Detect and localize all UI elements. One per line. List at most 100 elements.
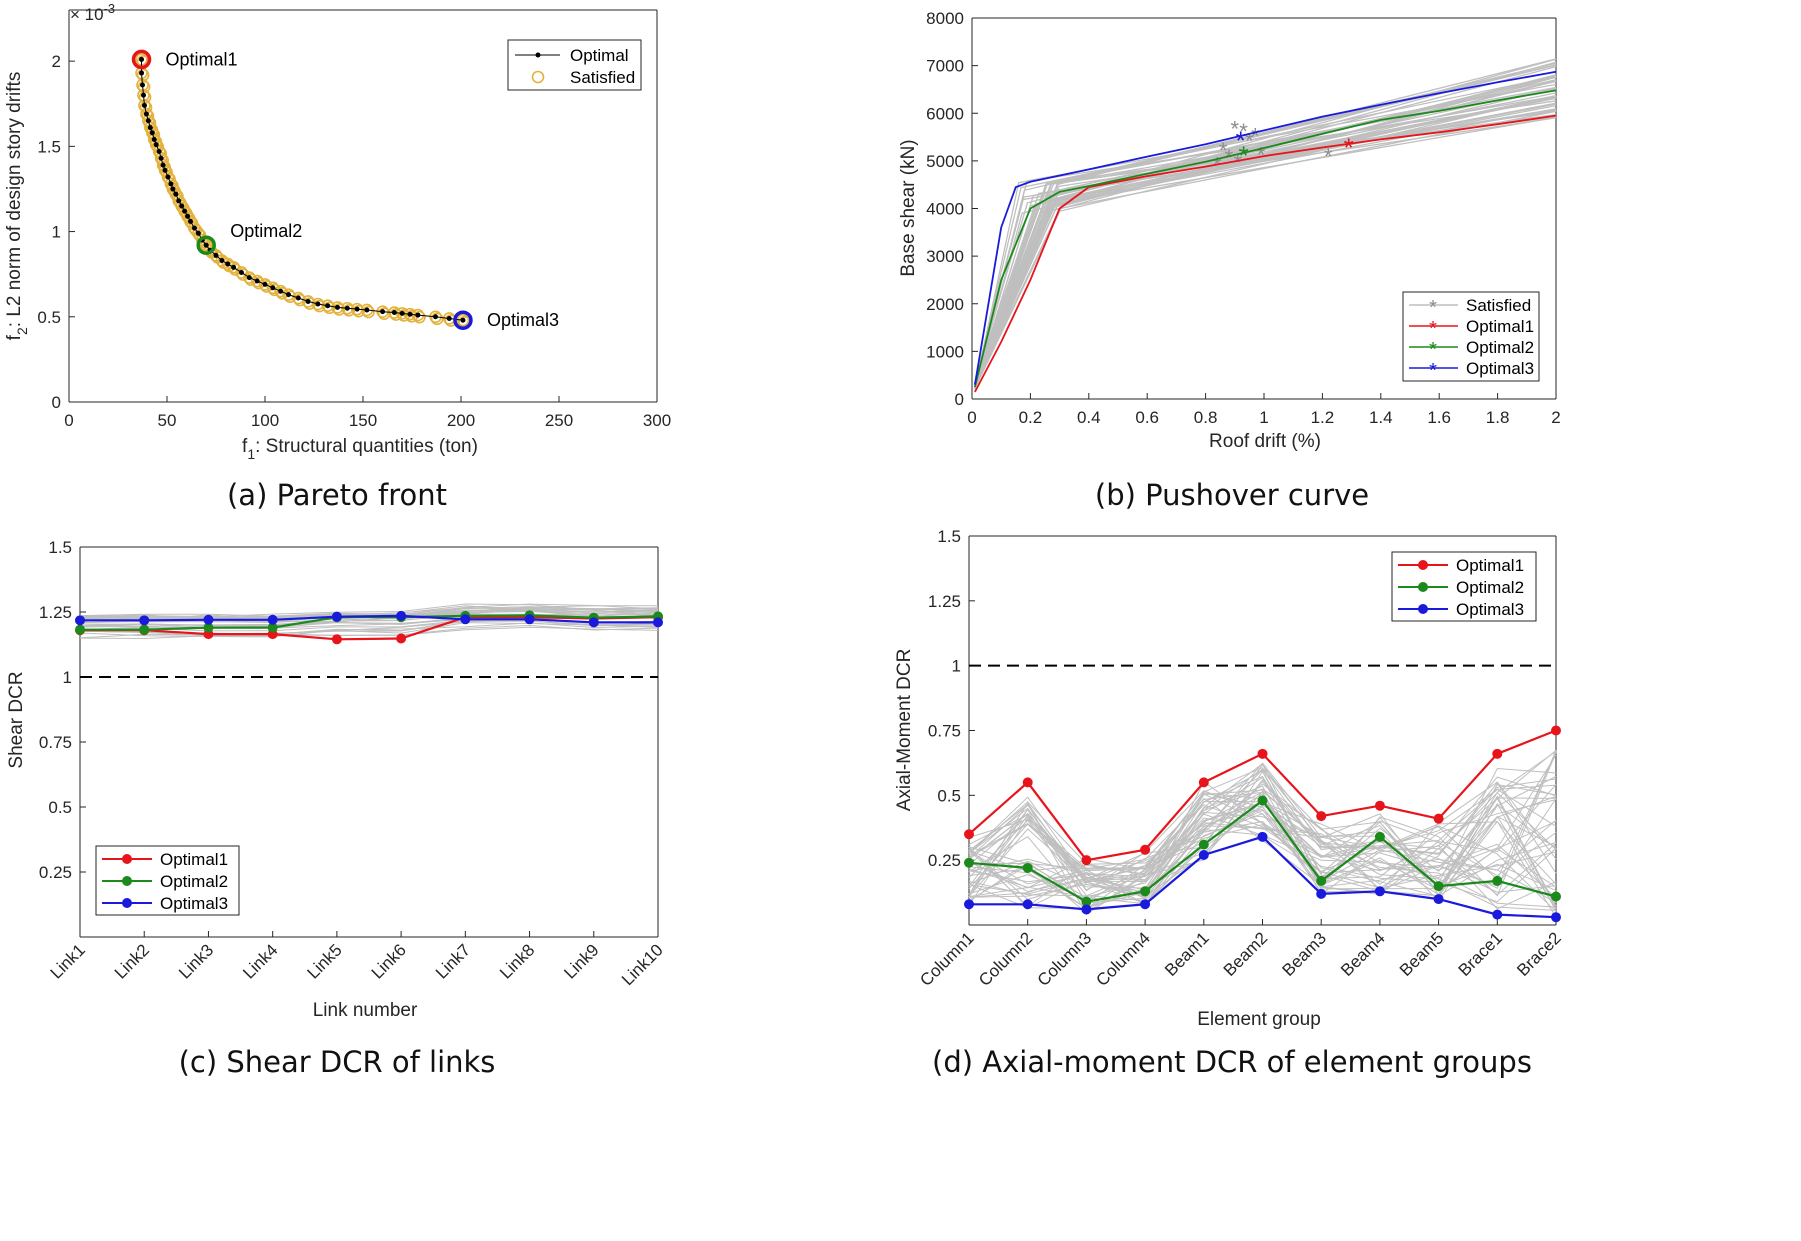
- optimal-point: [149, 130, 155, 136]
- point-optimal3: [1551, 912, 1561, 923]
- y-tick-label: 1.25: [39, 603, 72, 622]
- x-tick-label: Column1: [916, 928, 978, 990]
- optimal-point: [225, 261, 231, 267]
- legend-marker: *: [1429, 318, 1437, 340]
- y-tick-label: 5000: [926, 152, 964, 171]
- legend-label: Optimal2: [160, 872, 228, 891]
- point-optimal1: [1492, 748, 1503, 759]
- x-tick-label: 0.2: [1019, 408, 1043, 427]
- optimal-point: [364, 307, 370, 313]
- satisfied-point: [274, 284, 287, 298]
- optimal-point: [139, 70, 145, 76]
- x-tick-label: 200: [447, 411, 475, 430]
- optimal-point: [151, 137, 157, 143]
- satisfied-line: [968, 750, 1557, 894]
- panel-b-pushover-curve: 0 0.2 0.4 0.6 0.8 1 1.2 1.4 1.6 1.8 2 0 1000 2000 3000…: [898, 9, 1561, 512]
- satisfied-line: [968, 779, 1557, 909]
- legend-label: Optimal1: [1466, 317, 1534, 336]
- satisfied-line: [79, 622, 659, 637]
- satisfied-point: [250, 274, 264, 288]
- optimal-point: [147, 125, 153, 131]
- y-tick-label: 1.5: [48, 538, 72, 557]
- point-optimal2: [1492, 875, 1503, 886]
- x-tick-label: 150: [349, 411, 377, 430]
- y-tick-label: 2000: [926, 295, 964, 314]
- x-tick-label: Link5: [304, 940, 346, 982]
- x-tick-label: Beam1: [1161, 928, 1213, 980]
- x-tick-label: Column3: [1034, 928, 1096, 990]
- optimal-point: [158, 155, 164, 161]
- x-tick-label: Link3: [175, 940, 217, 982]
- x-tick-label: 1.8: [1486, 408, 1510, 427]
- satisfied-point: [362, 305, 375, 319]
- y-tick-label: 0: [955, 390, 964, 409]
- y-tick-label: 1.5: [937, 527, 961, 546]
- legend-label: Optimal2: [1466, 338, 1534, 357]
- point-optimal1: [1551, 725, 1561, 736]
- point-optimal3: [203, 614, 214, 625]
- optimal-point: [460, 317, 466, 323]
- y-tick-label: 1: [952, 657, 961, 676]
- optimal-point: [143, 111, 149, 117]
- satisfied-point: [430, 312, 444, 326]
- legend-marker: [1418, 604, 1428, 614]
- optimal-point: [191, 225, 197, 231]
- point-optimal2: [1081, 896, 1092, 907]
- satisfied-line: [79, 626, 659, 639]
- legend-label: Optimal3: [160, 894, 228, 913]
- panel-c-shear-dcr: Link1 Link2 Link3 Link4 Link5 Link6 Link7 Link8…: [6, 538, 667, 1079]
- legend-label: Optimal2: [1456, 578, 1524, 597]
- legend-box: [1402, 291, 1540, 382]
- optimal-point: [278, 288, 284, 294]
- legend-label-optimal: Optimal: [570, 46, 629, 65]
- series-line-optimal3: [974, 70, 1557, 385]
- optimal-point: [195, 230, 201, 236]
- series-line-optimal1: [974, 114, 1557, 393]
- caption-c: (c) Shear DCR of links: [179, 1045, 496, 1079]
- x-tick-label: Beam4: [1337, 928, 1389, 980]
- highlight-optimal1: [131, 49, 152, 70]
- optimal-point: [231, 264, 237, 270]
- satisfied-point: [352, 304, 365, 318]
- annotation-optimal2: Optimal2: [230, 221, 302, 241]
- point-optimal3: [1257, 831, 1268, 842]
- y-tick-label: 1.25: [928, 592, 961, 611]
- optimal-point: [305, 298, 311, 304]
- point-optimal3: [1140, 899, 1151, 910]
- satisfied-line: [968, 776, 1557, 908]
- point-optimal1: [1316, 811, 1327, 822]
- satisfied-point: [429, 310, 442, 324]
- optimal-point: [140, 92, 146, 98]
- y-tick-label: 4000: [926, 200, 964, 219]
- x-tick-label: 1: [1259, 408, 1268, 427]
- legend-marker: [1418, 560, 1428, 570]
- satisfied-curve: [974, 75, 1557, 385]
- y-axis-label: Base shear (kN): [898, 139, 919, 276]
- point-optimal1: [1374, 800, 1385, 811]
- point-optimal3: [139, 615, 150, 626]
- optimal-point: [407, 311, 413, 317]
- legend-label-satisfied: Satisfied: [570, 68, 635, 87]
- x-tick-label: Column4: [1092, 928, 1154, 990]
- satisfied-point: [322, 301, 336, 315]
- point-optimal2: [1316, 875, 1327, 886]
- satisfied-curve: [974, 88, 1557, 389]
- legend-marker: [122, 854, 132, 864]
- optimal-point: [213, 252, 219, 258]
- optimal-point: [335, 304, 341, 310]
- x-tick-label: 1.2: [1311, 408, 1335, 427]
- satisfied-marker: *: [1251, 124, 1260, 149]
- satisfied-curve: [974, 58, 1557, 383]
- satisfied-line: [79, 622, 659, 638]
- point-optimal3: [267, 614, 278, 625]
- y-tick-label: 0.25: [39, 863, 72, 882]
- point-optimal3: [331, 611, 342, 622]
- point-optimal1: [964, 829, 974, 840]
- satisfied-point: [313, 299, 326, 313]
- point-optimal3: [1316, 888, 1327, 899]
- point-optimal1: [1433, 813, 1444, 824]
- optimal-point: [160, 162, 166, 168]
- point-optimal3: [460, 614, 471, 625]
